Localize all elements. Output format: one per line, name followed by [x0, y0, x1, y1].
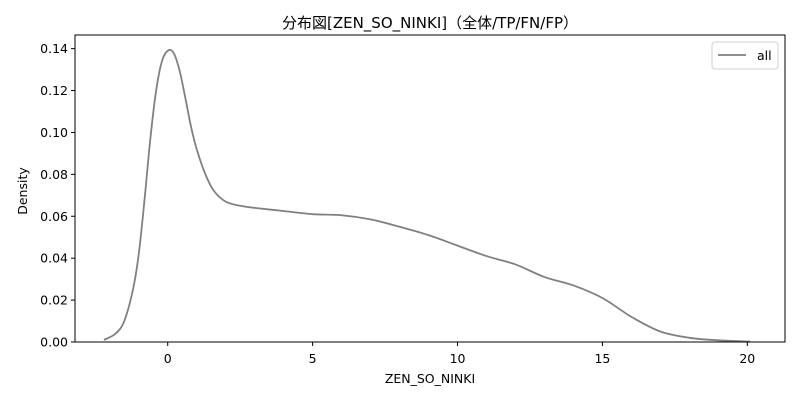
x-axis-label: ZEN_SO_NINKI: [385, 371, 475, 386]
y-axis-label: Density: [15, 167, 30, 215]
x-tick-label: 20: [739, 351, 755, 366]
x-tick-label: 5: [309, 351, 317, 366]
y-tick-label: 0.08: [40, 167, 68, 182]
y-tick-label: 0.12: [40, 83, 68, 98]
y-tick-label: 0.04: [40, 251, 68, 266]
y-tick-label: 0.02: [40, 293, 68, 308]
x-tick-label: 15: [594, 351, 610, 366]
plot-frame: [74, 34, 786, 343]
chart-title: 分布図[ZEN_SO_NINKI]（全体/TP/FN/FP）: [282, 14, 578, 33]
plot-area: 0 5 10 15 20 0.00 0.02 0.04 0.06 0.08 0.10 0.12 0.14: [40, 34, 786, 366]
x-tick-label: 0: [164, 351, 172, 366]
y-tick-label: 0.00: [40, 335, 68, 350]
legend: all: [711, 41, 779, 70]
series-line-all: [103, 49, 751, 343]
x-tick-label: 10: [450, 351, 466, 366]
y-tick-label: 0.10: [40, 125, 68, 140]
y-tick-label: 0.14: [40, 41, 68, 56]
y-tick-label: 0.06: [40, 209, 68, 224]
legend-label-all: all: [757, 48, 772, 63]
